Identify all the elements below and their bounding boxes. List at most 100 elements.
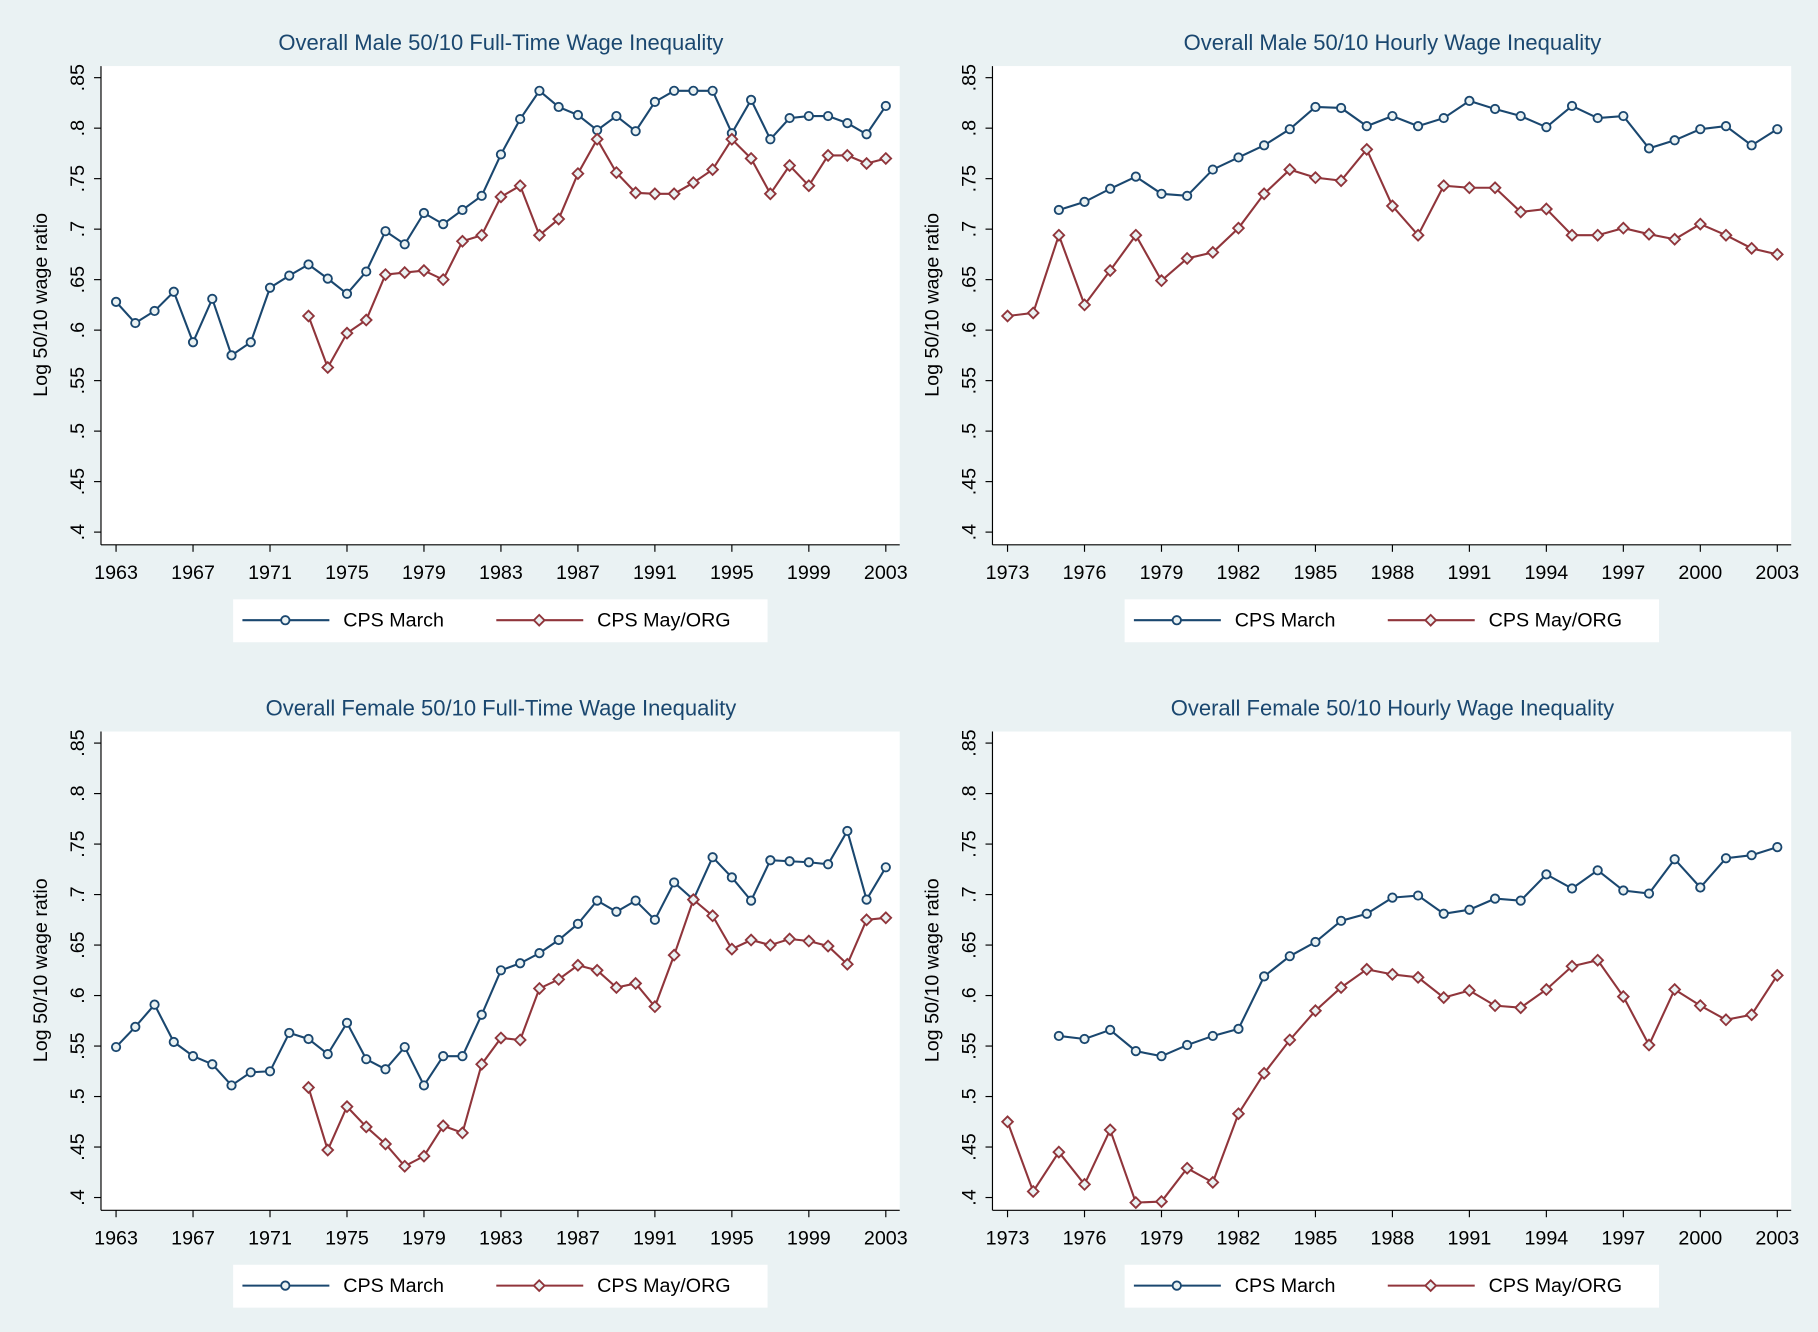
y-tick-label: .8 [67, 120, 89, 136]
marker [1642, 1038, 1656, 1052]
y-tick-label: .7 [67, 886, 89, 902]
x-tick-label: 1967 [171, 1227, 215, 1249]
marker [802, 179, 816, 193]
marker [264, 282, 276, 293]
marker [1643, 143, 1655, 154]
marker [746, 94, 757, 105]
marker [361, 266, 372, 277]
marker [667, 187, 681, 201]
marker [245, 337, 256, 348]
marker [821, 148, 835, 163]
marker [1744, 1008, 1759, 1022]
marker [705, 162, 720, 177]
marker [746, 895, 757, 906]
marker [1411, 970, 1425, 985]
x-tick-label: 2003 [1755, 562, 1799, 584]
y-tick-label: .8 [959, 785, 981, 801]
legend-label: CPS March [1235, 1275, 1336, 1297]
marker [494, 190, 508, 204]
marker [532, 981, 547, 996]
x-tick-label: 1979 [1140, 1227, 1184, 1249]
marker [457, 204, 468, 216]
x-tick-label: 1971 [248, 562, 292, 584]
marker [1259, 140, 1270, 151]
marker [1772, 842, 1783, 853]
y-tick-label: .4 [959, 524, 981, 540]
marker [1488, 181, 1502, 195]
marker [1257, 1066, 1271, 1080]
x-tick-label: 1995 [710, 1227, 754, 1249]
marker [1668, 982, 1682, 997]
marker [1515, 895, 1526, 906]
marker [821, 939, 835, 953]
marker [669, 877, 680, 888]
x-tick-label: 2003 [864, 562, 908, 584]
marker [1693, 217, 1707, 231]
marker [705, 909, 720, 923]
marker [1283, 162, 1297, 177]
marker [861, 129, 872, 140]
marker [552, 972, 566, 987]
x-tick-label: 1979 [1140, 562, 1184, 584]
marker [859, 156, 874, 171]
marker [341, 288, 353, 299]
legend-marker [1424, 613, 1438, 627]
marker [1284, 124, 1295, 135]
marker [629, 976, 643, 991]
y-tick-label: .65 [959, 931, 981, 958]
marker [455, 234, 470, 248]
marker [648, 187, 662, 201]
marker [1105, 1024, 1116, 1035]
marker [1693, 999, 1707, 1013]
y-tick-label: .55 [67, 367, 89, 394]
marker [515, 958, 526, 969]
marker [649, 914, 660, 925]
x-tick-label: 1999 [787, 562, 831, 584]
marker [515, 113, 526, 125]
marker [765, 855, 776, 866]
marker [744, 151, 758, 166]
marker [880, 100, 891, 112]
x-tick-label: 1987 [556, 562, 600, 584]
marker [495, 965, 507, 976]
marker [1000, 309, 1015, 323]
marker [1539, 202, 1554, 216]
marker [726, 872, 737, 883]
marker [380, 1064, 391, 1075]
panel: Overall Male 50/10 Full-Time Wage Inequa… [30, 30, 908, 643]
x-tick-label: 1991 [1447, 1227, 1491, 1249]
marker [1412, 890, 1424, 901]
marker [457, 1051, 468, 1062]
marker [418, 1080, 430, 1091]
y-tick-label: .4 [959, 1189, 981, 1205]
marker [1026, 306, 1040, 320]
marker [880, 862, 891, 873]
marker [380, 226, 391, 237]
marker [879, 151, 893, 166]
marker [1308, 171, 1323, 185]
marker [130, 1021, 141, 1032]
marker [1695, 124, 1706, 135]
y-tick-label: .7 [67, 221, 89, 237]
marker [1103, 263, 1117, 278]
marker [110, 1041, 122, 1053]
marker [629, 186, 643, 200]
marker [553, 101, 564, 113]
marker [1182, 1039, 1193, 1051]
legend-marker [280, 1280, 291, 1291]
marker [590, 132, 604, 146]
x-tick-label: 1975 [325, 1227, 369, 1249]
marker [1591, 228, 1605, 242]
marker [207, 1059, 218, 1070]
marker [1412, 121, 1424, 132]
marker [1770, 968, 1784, 983]
marker [842, 118, 853, 129]
marker [1257, 187, 1271, 201]
marker [1231, 221, 1246, 235]
y-tick-label: .45 [959, 468, 981, 495]
marker [1488, 999, 1502, 1013]
marker [765, 134, 776, 145]
y-tick-label: .85 [959, 64, 981, 91]
marker [822, 110, 834, 122]
marker [1360, 962, 1374, 976]
